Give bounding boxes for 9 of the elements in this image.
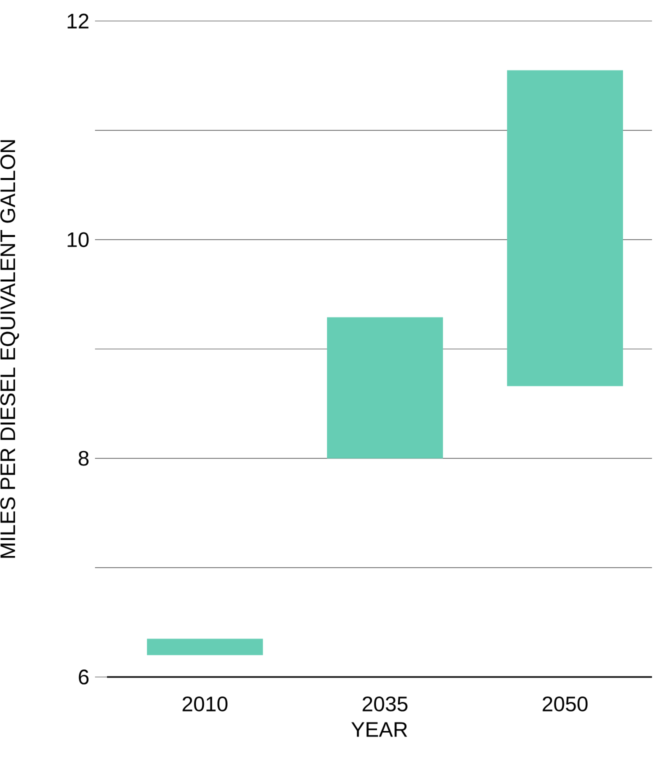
x-axis-title: YEAR [351,722,408,737]
x-tick-label: 2050 [542,696,588,712]
x-tick-label: 2035 [362,696,408,712]
y-tick-label: 8 [78,450,89,466]
y-tick-label: 6 [78,670,89,684]
y-axis-title: MILES PER DIESEL EQUIVALENT GALLON [0,140,19,558]
y-tick-label: 12 [68,14,88,28]
x-tick-label: 2010 [182,696,228,712]
y-tick-label: 10 [68,232,89,248]
